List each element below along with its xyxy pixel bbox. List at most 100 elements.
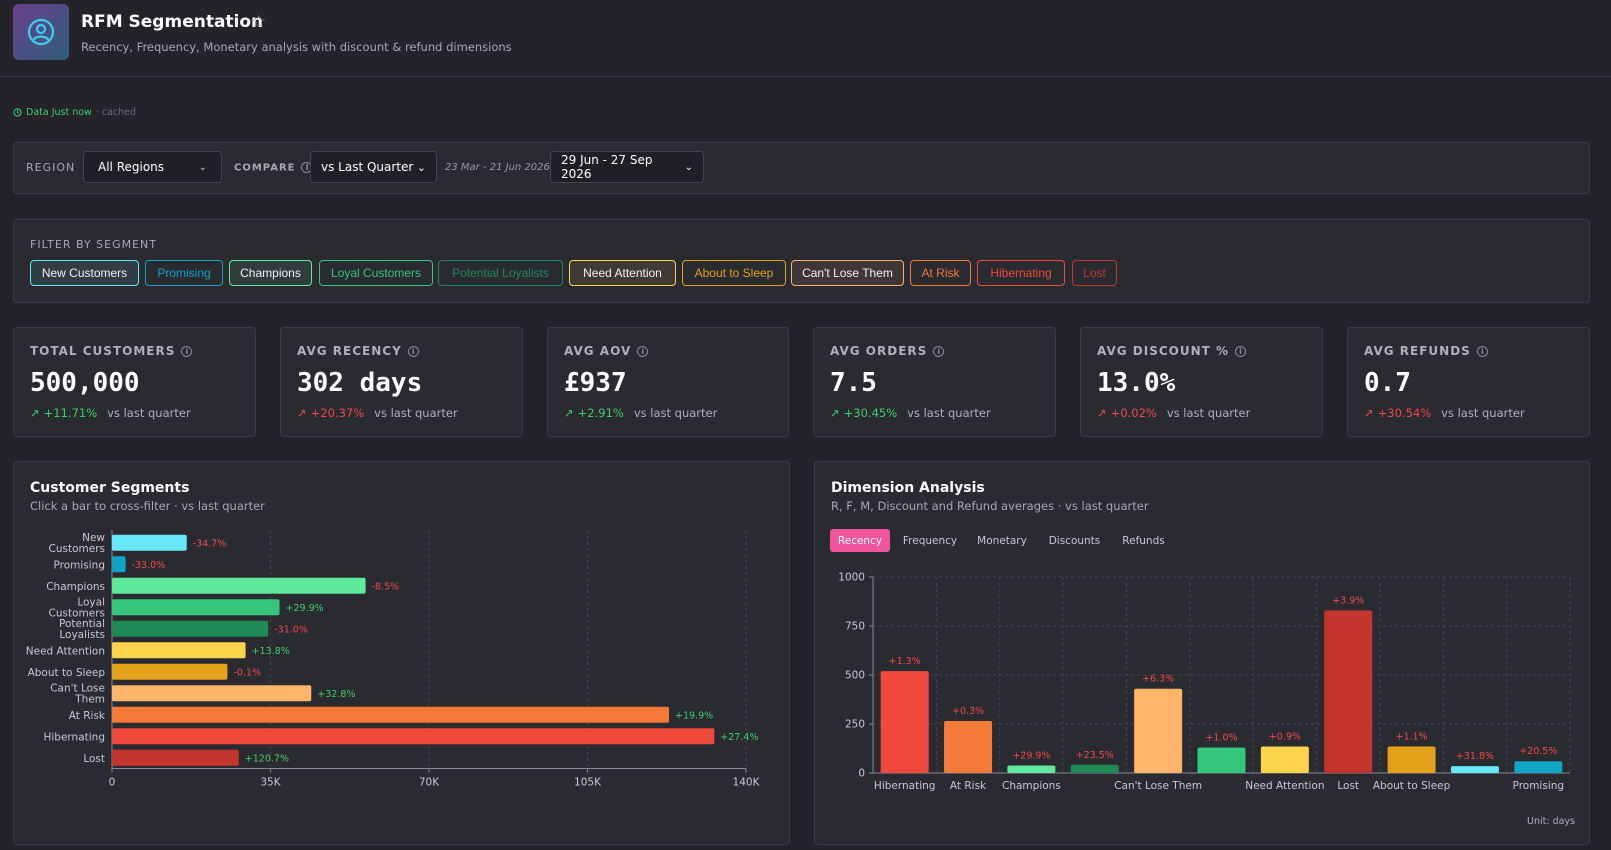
kpi-card-avg-refunds: AVG REFUNDS i 0.7 ↗ +30.54% vs last quarter [1347, 327, 1590, 437]
trend-up-icon: ↗ [30, 406, 40, 420]
status-label: Data Just now [26, 107, 92, 118]
x-tick-label: About to Sleep [1373, 780, 1451, 792]
x-tick-label: Need Attention [1245, 780, 1324, 792]
kpi-title: AVG REFUNDS i [1364, 344, 1488, 358]
data-label: +6.3% [1142, 674, 1174, 685]
data-label: +0.3% [952, 706, 984, 717]
segment-chip-hibernating[interactable]: Hibernating [977, 260, 1065, 286]
bar [1514, 761, 1563, 773]
data-label: +3.9% [1332, 595, 1364, 606]
date-range-picker[interactable]: 29 Jun - 27 Sep 2026 ⌄ [550, 151, 704, 183]
y-tick-label: Can't Lose [50, 682, 105, 694]
data-label: +1.1% [1396, 732, 1428, 743]
x-tick-label: At Risk [950, 780, 987, 792]
segment-chip-champions[interactable]: Champions [229, 260, 312, 286]
bar [880, 671, 929, 773]
segment-chip-promising[interactable]: Promising [145, 260, 223, 286]
segment-chip-at-risk[interactable]: At Risk [910, 260, 971, 286]
region-value: All Regions [98, 160, 165, 174]
bar [1007, 765, 1056, 773]
bar [1260, 746, 1309, 773]
kpi-value: 0.7 [1364, 368, 1411, 398]
segment-chip-new-customers[interactable]: New Customers [30, 260, 139, 286]
kpi-value: 500,000 [30, 368, 140, 398]
user-circle-icon [13, 4, 69, 60]
tab-refunds[interactable]: Refunds [1122, 534, 1165, 547]
kpi-value: 7.5 [830, 368, 877, 398]
kpi-card-total-customers: TOTAL CUSTOMERS i 500,000 ↗ +11.71% vs last… [13, 327, 256, 437]
data-label: -33.0% [132, 560, 166, 571]
tab-discounts[interactable]: Discounts [1048, 534, 1101, 547]
data-label: +31.8% [1456, 751, 1494, 762]
bar [112, 685, 312, 702]
card-subtitle: Click a bar to cross-filter · vs last qu… [30, 499, 265, 513]
y-tick-label: 750 [845, 621, 865, 633]
bar [112, 728, 715, 745]
y-tick-label: 250 [845, 719, 865, 731]
segment-chip-potential-loyalists[interactable]: Potential Loyalists [438, 260, 563, 286]
segment-chip-loyal-customers[interactable]: Loyal Customers [319, 260, 433, 286]
kpi-value: 302 days [297, 368, 423, 398]
data-label: -34.7% [193, 538, 227, 549]
tab-monetary[interactable]: Monetary [977, 534, 1027, 547]
status-suffix: · cached [95, 107, 137, 118]
bar [1070, 764, 1119, 773]
bar [944, 721, 993, 773]
info-icon: i [637, 346, 649, 357]
kpi-title: TOTAL CUSTOMERS i [30, 344, 193, 358]
card-title: Dimension Analysis [831, 480, 985, 496]
bar [112, 642, 246, 659]
data-label: -8.5% [372, 581, 400, 592]
data-label: -31.0% [274, 624, 308, 635]
card-subtitle: R, F, M, Discount and Refund averages · … [831, 499, 1149, 513]
data-label: +23.5% [1076, 750, 1114, 761]
x-tick-label: 105K [574, 777, 602, 789]
trend-up-icon: ↗ [830, 406, 840, 420]
kpi-title: AVG DISCOUNT % i [1097, 344, 1247, 358]
tab-frequency[interactable]: Frequency [902, 534, 958, 547]
region-select[interactable]: All Regions ⌄ [83, 151, 222, 183]
kpi-card-avg-aov: AVG AOV i £937 ↗ +2.91% vs last quarter [547, 327, 789, 437]
compare-select[interactable]: vs Last Quarter ⌄ [310, 151, 437, 183]
chevron-down-icon: ⌄ [416, 160, 426, 174]
filter-bar: REGION All Regions ⌄ COMPARE i vs Last Qu… [13, 142, 1590, 194]
kpi-title: AVG AOV i [564, 344, 649, 358]
trend-up-icon: ↗ [297, 406, 307, 420]
segment-chip-about-to-sleep[interactable]: About to Sleep [682, 260, 786, 286]
segment-chip-cant-lose-them[interactable]: Can't Lose Them [791, 260, 904, 286]
segment-filter-panel: FILTER BY SEGMENT [13, 219, 1590, 303]
kpi-value: 13.0% [1097, 368, 1176, 398]
bar [112, 556, 126, 573]
compare-label: COMPARE i [234, 162, 313, 174]
y-tick-label: Promising [53, 559, 105, 571]
segment-chip-lost[interactable]: Lost [1072, 260, 1117, 286]
star-icon[interactable]: ☆ [251, 12, 267, 32]
segment-filter-label: FILTER BY SEGMENT [30, 238, 157, 251]
bar [112, 577, 366, 594]
kpi-delta: ↗ +20.37% vs last quarter [297, 406, 458, 420]
bar [112, 706, 670, 723]
data-label: +1.0% [1205, 733, 1237, 744]
x-tick-label: Promising [1513, 780, 1565, 792]
y-tick-label: New [82, 532, 105, 544]
kpi-card-avg-orders: AVG ORDERS i 7.5 ↗ +30.45% vs last quarter [813, 327, 1056, 437]
y-tick-label: 500 [845, 670, 865, 682]
kpi-card-avg-recency: AVG RECENCY i 302 days ↗ +20.37% vs last qu… [280, 327, 523, 437]
data-label: +13.8% [252, 646, 290, 657]
tab-recency[interactable]: Recency [830, 529, 890, 552]
kpi-delta: ↗ +11.71% vs last quarter [30, 406, 191, 420]
y-tick-label: Loyal [77, 596, 105, 608]
y-tick-label: Loyalists [59, 629, 105, 641]
info-icon: i [1476, 346, 1488, 357]
compare-range: 23 Mar - 21 Jun 2026 [445, 162, 550, 173]
page-subtitle: Recency, Frequency, Monetary analysis wi… [81, 40, 512, 54]
kpi-delta: ↗ +2.91% vs last quarter [564, 406, 718, 420]
dimension-analysis-card: Dimension Analysis R, F, M, Discount and… [814, 461, 1590, 845]
bar [112, 599, 280, 616]
bar [1197, 747, 1246, 773]
y-tick-label: Potential [59, 618, 105, 630]
segment-chip-need-attention[interactable]: Need Attention [569, 260, 676, 286]
info-icon: i [933, 346, 945, 357]
x-tick-label: 70K [419, 777, 440, 789]
compare-value: vs Last Quarter [321, 160, 414, 174]
